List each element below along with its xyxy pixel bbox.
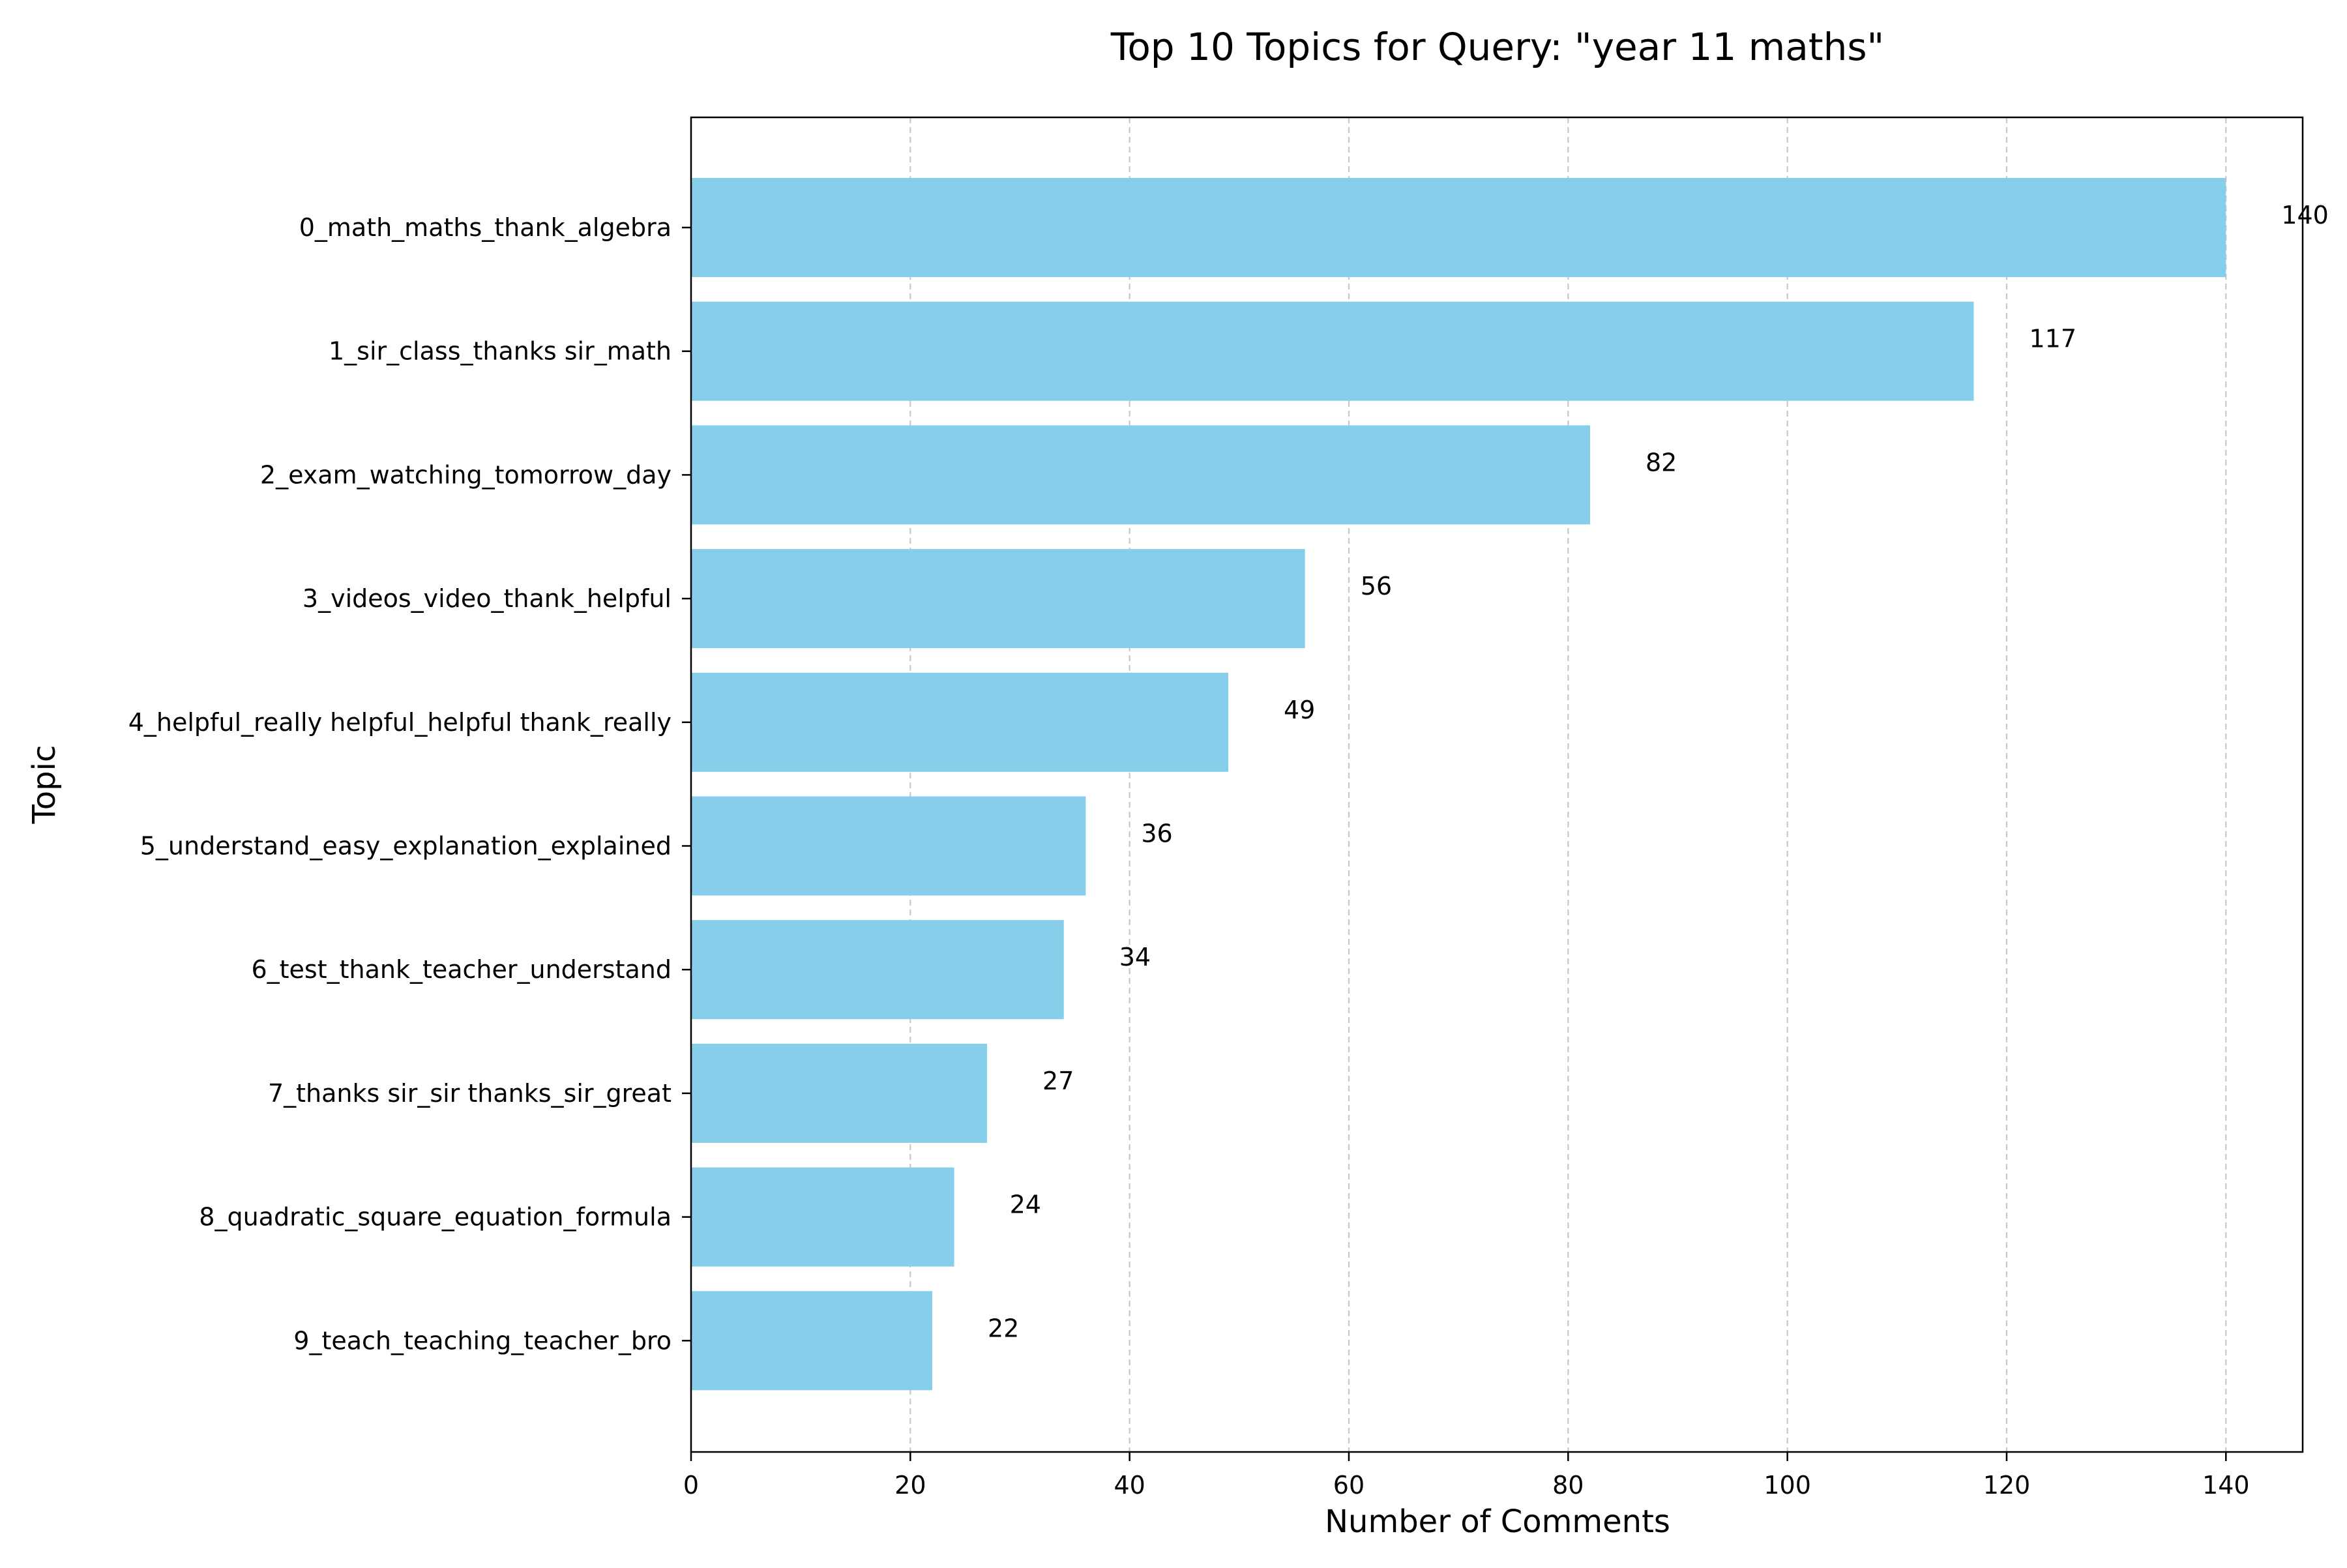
bar: [691, 549, 1305, 649]
x-tick-label: 40: [1114, 1471, 1145, 1500]
y-axis-ticks: 0_math_maths_thank_algebra 1_sir_class_th…: [128, 213, 691, 1355]
bar: [691, 425, 1590, 525]
data-label: 27: [1042, 1067, 1074, 1095]
data-label: 117: [2030, 325, 2077, 353]
x-tick-label: 20: [894, 1471, 926, 1500]
y-tick-label: 2_exam_watching_tomorrow_day: [260, 460, 672, 489]
bar: [691, 1167, 954, 1267]
x-tick-label: 60: [1333, 1471, 1365, 1500]
y-tick-label: 3_videos_video_thank_helpful: [303, 584, 672, 613]
data-label: 24: [1010, 1191, 1041, 1219]
data-label: 22: [988, 1314, 1019, 1342]
bar: [691, 178, 2226, 277]
data-label: 49: [1284, 696, 1315, 724]
bar: [691, 672, 1228, 772]
y-tick-label: 4_helpful_really helpful_helpful thank_r…: [128, 708, 672, 737]
y-tick-label: 6_test_thank_teacher_understand: [251, 955, 672, 984]
chart-title: Top 10 Topics for Query: "year 11 maths": [1110, 25, 1884, 69]
y-tick-label: 9_teach_teaching_teacher_bro: [293, 1326, 672, 1355]
y-tick-label: 0_math_maths_thank_algebra: [299, 213, 672, 242]
gridlines: [909, 117, 2227, 1452]
bar: [691, 1043, 988, 1143]
x-tick-label: 120: [1983, 1471, 2031, 1500]
y-tick-label: 1_sir_class_thanks sir_math: [329, 337, 672, 366]
data-labels: 140 117 82 56 49 36 34 27 24 22: [988, 201, 2329, 1342]
y-tick-label: 7_thanks sir_sir thanks_sir_great: [268, 1079, 672, 1108]
data-label: 34: [1119, 943, 1151, 971]
data-label: 140: [2281, 201, 2329, 229]
bar: [691, 796, 1086, 896]
bar: [691, 301, 1974, 401]
y-axis-label: Topic: [26, 745, 63, 825]
data-label: 56: [1361, 572, 1392, 600]
x-tick-label: 0: [683, 1471, 699, 1500]
x-axis-ticks: 0 20 40 60 80 100 120 140: [683, 1452, 2250, 1500]
x-tick-label: 80: [1552, 1471, 1584, 1500]
data-label: 82: [1646, 448, 1677, 477]
x-tick-label: 100: [1764, 1471, 1811, 1500]
data-label: 36: [1141, 820, 1172, 848]
x-tick-label: 140: [2202, 1471, 2250, 1500]
plot-frame: [690, 116, 2304, 1453]
y-tick-label: 8_quadratic_square_equation_formula: [199, 1203, 672, 1232]
bar: [691, 920, 1064, 1020]
y-tick-label: 5_understand_easy_explanation_explained: [140, 832, 672, 861]
x-axis-label: Number of Comments: [1325, 1503, 1670, 1540]
bar: [691, 1291, 932, 1391]
bars: [691, 178, 2226, 1391]
